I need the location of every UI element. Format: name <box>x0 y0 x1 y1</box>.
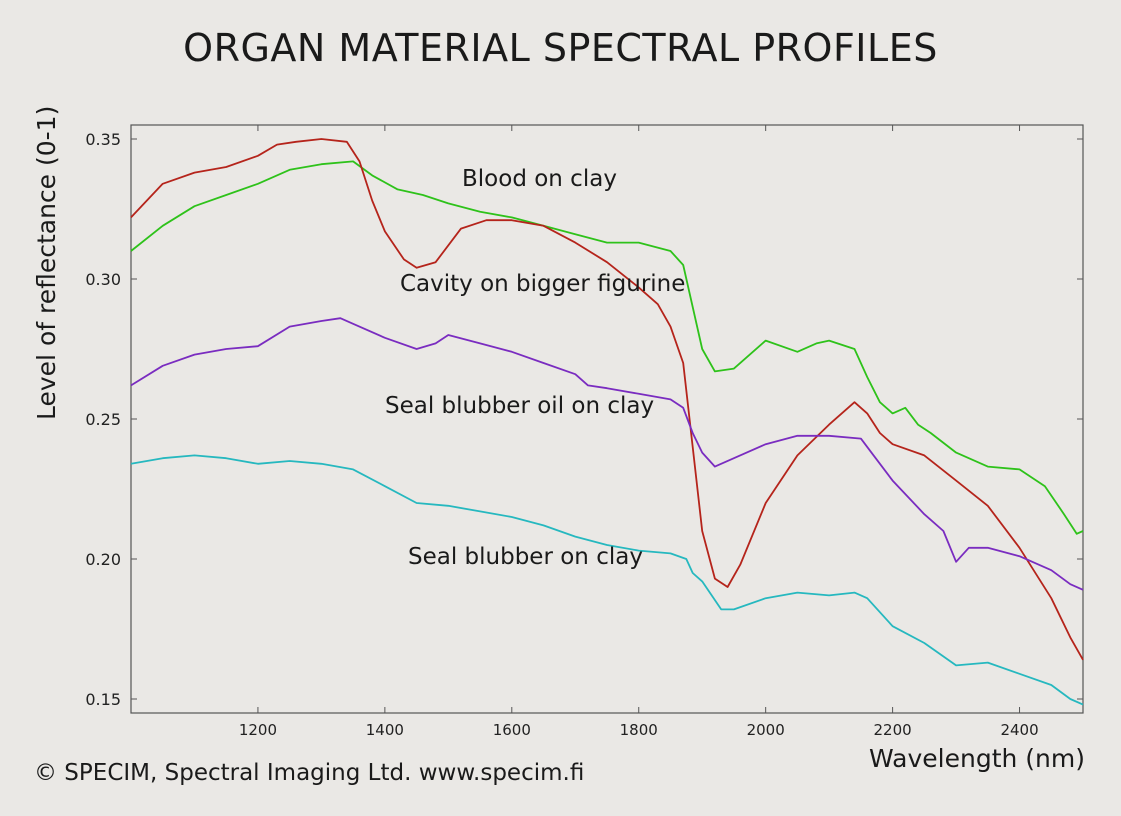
y-tick-label: 0.25 <box>85 410 121 429</box>
y-tick-label: 0.20 <box>85 550 121 569</box>
label-seal-blubber-oil-on-clay: Seal blubber oil on clay <box>385 393 655 419</box>
series-line-cavity-on-bigger-figurine <box>130 138 1084 661</box>
plot-frame <box>130 124 1084 714</box>
x-tick-label: 2200 <box>874 721 912 739</box>
x-tick-label: 1800 <box>620 721 658 739</box>
label-seal-blubber-on-clay: Seal blubber on clay <box>408 544 643 570</box>
label-cavity-on-bigger-figurine: Cavity on bigger figurine <box>400 271 686 297</box>
chart-title: ORGAN MATERIAL SPECTRAL PROFILES <box>183 26 938 70</box>
x-tick-label: 1600 <box>493 721 531 739</box>
y-axis-label: Level of reflectance (0-1) <box>32 105 61 420</box>
label-blood-on-clay: Blood on clay <box>462 166 617 192</box>
y-tick-label: 0.15 <box>85 690 121 709</box>
series-line-blood-on-clay <box>130 160 1084 535</box>
y-tick-label: 0.35 <box>85 130 121 149</box>
x-tick-label: 1400 <box>366 721 404 739</box>
x-tick-label: 2400 <box>1000 721 1038 739</box>
x-tick-label: 2000 <box>747 721 785 739</box>
x-axis-label: Wavelength (nm) <box>869 744 1085 773</box>
copyright-notice: © SPECIM, Spectral Imaging Ltd. www.spec… <box>34 760 585 786</box>
y-tick-label: 0.30 <box>85 270 121 289</box>
x-tick-label: 1200 <box>239 721 277 739</box>
series-line-seal-blubber-on-clay <box>130 454 1084 706</box>
series-line-seal-blubber-oil-on-clay <box>130 317 1084 591</box>
